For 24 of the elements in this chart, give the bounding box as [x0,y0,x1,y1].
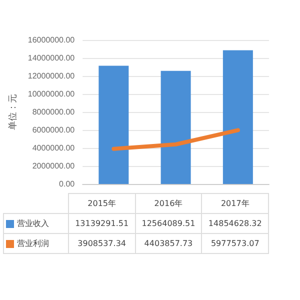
y-tick-label: 0.00 [59,180,76,188]
bar [98,66,129,184]
x-tick-label: 2017年 [202,194,268,214]
y-tick-label: 16000000.00 [28,36,76,44]
data-label: 12564089.51 [135,214,202,234]
legend-label: 营业收入 [4,214,68,234]
legend-label: 营业利润 [4,234,68,254]
bar [222,50,253,184]
x-tick-label: 2015年 [68,194,136,214]
y-tick-label: 14000000.00 [28,54,76,62]
bar [160,70,191,184]
y-tick-label: 4000000.00 [32,144,76,152]
y-tick-label: 8000000.00 [32,108,76,116]
x-tick-label: 2016年 [135,194,202,214]
data-label: 14854628.32 [202,214,268,234]
data-label: 4403857.73 [135,234,202,254]
data-label: 5977573.07 [202,234,268,254]
data-label: 13139291.51 [68,214,136,234]
y-tick-label: 6000000.00 [32,126,76,134]
y-tick-label: 12000000.00 [28,72,76,80]
y-tick-label: 2000000.00 [32,162,76,170]
y-tick-label: 10000000.00 [28,90,76,98]
y-axis-title: 单位：元 [8,94,18,130]
data-label: 3908537.34 [68,234,136,254]
